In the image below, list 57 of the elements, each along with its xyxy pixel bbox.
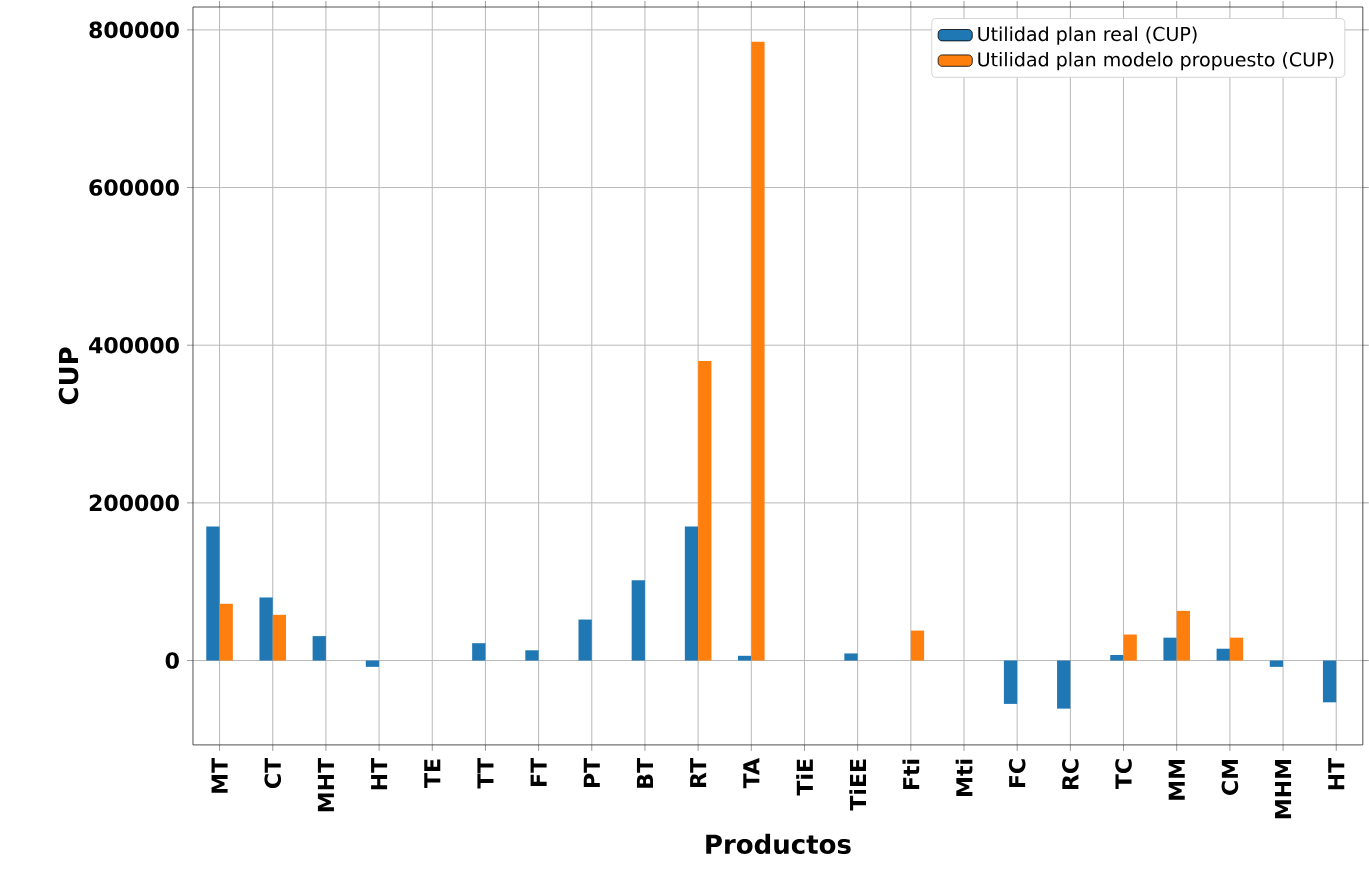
- x-axis-title: Productos: [706, 833, 851, 855]
- x-tick-label: FC: [1008, 759, 1026, 788]
- bar: [684, 526, 699, 661]
- x-tick-label: MHM: [1275, 760, 1292, 819]
- bar: [1057, 660, 1071, 709]
- bar: [698, 361, 712, 661]
- bar: [738, 655, 752, 661]
- bar: [272, 614, 287, 661]
- bar: [525, 650, 539, 661]
- y-tick-label: 400000: [89, 336, 179, 354]
- bar: [259, 597, 273, 661]
- bar: [578, 619, 592, 661]
- y-tick-label: 800000: [89, 21, 179, 39]
- bar: [206, 526, 220, 661]
- x-tick-label: MM: [1168, 760, 1185, 800]
- bar: [1110, 655, 1124, 661]
- x-tick-label: Fti: [902, 759, 920, 790]
- x-tick-label: MT: [211, 758, 228, 793]
- x-tick-label: CM: [1221, 760, 1239, 795]
- x-tick-label: TT: [477, 758, 494, 789]
- x-tick-label: RT: [690, 758, 707, 787]
- bar: [844, 653, 858, 661]
- legend-label: Utilidad plan real (CUP): [978, 26, 1197, 45]
- x-tick-label: TiEE: [849, 759, 867, 811]
- y-tick-label: 200000: [89, 494, 179, 512]
- x-tick-label: BT: [636, 758, 653, 788]
- bar: [312, 636, 326, 661]
- x-tick-label: PT: [583, 758, 600, 788]
- x-tick-label: CT: [264, 758, 282, 789]
- bar: [1003, 660, 1018, 704]
- y-axis-title: CUP: [58, 347, 79, 405]
- bar: [1163, 637, 1177, 661]
- y-tick-label: 600000: [89, 179, 179, 196]
- x-tick-label: MHT: [317, 758, 334, 812]
- legend-label: Utilidad plan modelo propuesto (CUP): [978, 51, 1334, 71]
- bar: [365, 660, 380, 667]
- x-tick-label: HT: [1328, 758, 1345, 790]
- bar: [751, 41, 765, 661]
- x-tick-label: TA: [743, 758, 760, 789]
- bar: [1269, 660, 1284, 667]
- bar: [910, 630, 925, 661]
- bar: [1176, 610, 1190, 661]
- bar: [631, 580, 645, 661]
- y-tick-label: 0: [165, 652, 179, 669]
- x-tick-label: Mti: [955, 759, 973, 796]
- bar: [1229, 637, 1244, 661]
- x-tick-label: TE: [424, 759, 441, 788]
- x-tick-label: TiE: [796, 759, 813, 796]
- x-tick-label: HT: [371, 758, 388, 790]
- bar: [472, 643, 486, 661]
- x-tick-label: RC: [1062, 759, 1079, 790]
- bar: [1216, 648, 1230, 661]
- bar: [219, 603, 233, 661]
- bar: [1123, 634, 1137, 661]
- x-tick-label: FT: [530, 758, 547, 787]
- bar: [1322, 660, 1337, 703]
- x-tick-label: TC: [1115, 759, 1132, 790]
